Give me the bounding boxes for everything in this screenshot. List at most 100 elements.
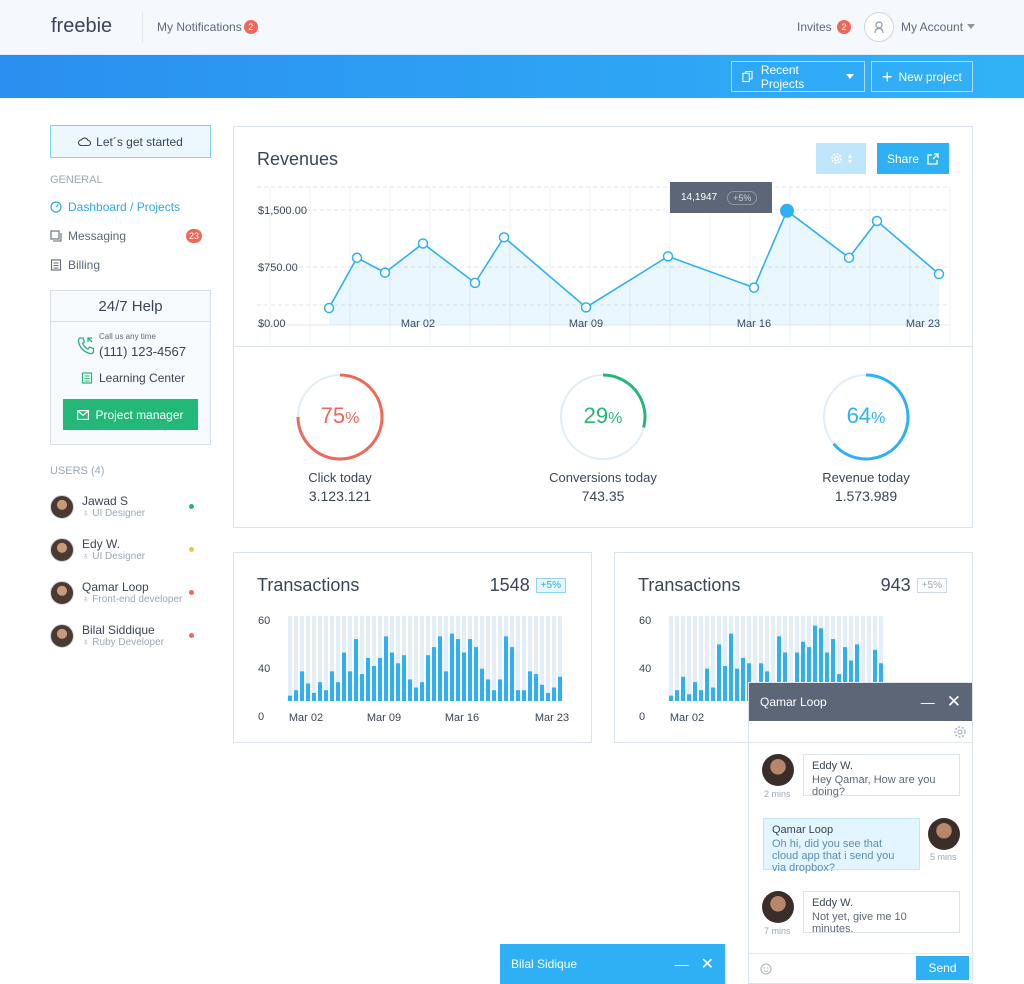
bar <box>687 694 691 701</box>
message-time: 7 mins <box>764 926 791 936</box>
message-text: Not yet, give me 10 minutes. <box>812 911 907 935</box>
bar-background <box>294 616 298 701</box>
call-us-label: Call us any time <box>99 332 156 341</box>
revenue-gauge-value: 64% <box>816 403 916 429</box>
total-value: 943 <box>880 575 911 595</box>
send-button[interactable]: Send <box>916 956 969 980</box>
bar <box>426 655 430 701</box>
sidebar-item-label: Billing <box>68 257 101 272</box>
recent-projects-button[interactable]: Recent Projects <box>731 61 865 92</box>
bar <box>306 683 310 701</box>
project-manager-button[interactable]: Project manager <box>63 399 198 430</box>
bar <box>390 652 394 701</box>
smiley-icon[interactable] <box>760 963 772 975</box>
user-item[interactable]: Jawad S ♁ UI Designer <box>50 485 211 528</box>
account-avatar[interactable] <box>864 12 894 42</box>
user-item[interactable]: Qamar Loop ♁ Front-end developer <box>50 571 211 614</box>
minimize-icon[interactable]: — <box>674 956 689 972</box>
y-tick-label: 40 <box>258 663 270 675</box>
bar <box>468 639 472 701</box>
user-name: Bilal Siddique <box>82 623 155 637</box>
gauges <box>296 373 910 461</box>
general-section-label: GENERAL <box>50 174 103 186</box>
bar <box>486 679 490 701</box>
settings-dropdown[interactable]: ▴ ▾ <box>816 143 866 174</box>
status-busy-dot <box>189 590 194 595</box>
bar-background <box>789 616 793 701</box>
call-us[interactable]: Call us any time (111) 123-4567 <box>51 322 210 366</box>
y-tick-label: 60 <box>639 615 651 627</box>
user-role: Ruby Developer <box>92 637 164 648</box>
minimized-chat[interactable]: Bilal Sidique — ✕ <box>500 944 725 984</box>
learning-center-link[interactable]: Learning Center <box>51 366 210 390</box>
bar-background <box>753 616 757 701</box>
message-author: Qamar Loop <box>772 824 834 836</box>
share-button[interactable]: Share <box>877 143 949 174</box>
bar <box>402 655 406 701</box>
message-input[interactable] <box>779 957 909 979</box>
gear-icon[interactable] <box>953 725 967 739</box>
new-project-button[interactable]: + New project <box>871 61 973 92</box>
bar <box>384 636 388 701</box>
bar <box>831 639 835 701</box>
bar <box>546 692 550 701</box>
sidebar-item-dashboard[interactable]: Dashboard / Projects <box>50 192 211 221</box>
avatar <box>50 623 74 648</box>
bar <box>480 668 484 701</box>
data-point <box>323 302 335 314</box>
bar <box>681 676 685 701</box>
user-item[interactable]: Bilal Siddique ♁ Ruby Developer <box>50 614 211 657</box>
avatar <box>50 537 74 562</box>
message-text: Oh hi, did you see that cloud app that i… <box>772 838 895 874</box>
dashboard-icon <box>50 200 62 213</box>
x-tick-label: Mar 02 <box>670 712 704 724</box>
change-badge: +5% <box>916 578 947 593</box>
bar-background <box>681 616 685 701</box>
sidebar-item-messaging[interactable]: Messaging 23 <box>50 221 211 250</box>
bar-background <box>330 616 334 701</box>
bar <box>396 663 400 701</box>
gauge-unit: % <box>871 410 886 427</box>
bar-background <box>498 616 502 701</box>
cloud-icon <box>78 137 92 146</box>
logo[interactable]: freebie <box>51 15 113 37</box>
notifications-link[interactable]: My Notifications 2 <box>157 20 258 34</box>
minimize-icon[interactable]: — <box>920 694 935 710</box>
message-time: 2 mins <box>764 789 791 799</box>
chat-message: Eddy W. Not yet, give me 10 minutes. <box>803 891 960 935</box>
gauge-unit: % <box>608 410 623 427</box>
chevron-down-icon <box>846 74 854 79</box>
bar-background <box>693 616 697 701</box>
revenues-card: Revenues ▴▾ Share $1,500.00 $750.00 $0.00 M… <box>233 126 973 528</box>
bar <box>717 644 721 701</box>
bar-background <box>723 616 727 701</box>
notifications-label: My Notifications <box>157 20 242 34</box>
bar <box>729 633 733 701</box>
chart-tooltip: 14,1947 +5% <box>670 182 772 213</box>
bar-background <box>552 616 556 701</box>
user-icon: ♁ <box>82 637 93 648</box>
bar <box>414 687 418 701</box>
bar-background <box>849 616 853 701</box>
bar <box>474 647 478 701</box>
gauge-arc <box>296 373 384 461</box>
my-account-menu[interactable]: My Account <box>901 20 976 34</box>
get-started-button[interactable]: Let´s get started <box>50 125 211 158</box>
top-bar: freebie My Notifications 2 Invites 2 My A… <box>0 0 1024 55</box>
bar <box>420 682 424 701</box>
close-icon[interactable]: ✕ <box>700 956 714 973</box>
bar <box>312 692 316 701</box>
bar <box>462 652 466 701</box>
bar <box>288 695 292 701</box>
chat-message: Eddy W. Hey Qamar, How are you doing? <box>803 754 960 798</box>
gauge-label: Revenue today <box>822 470 910 485</box>
bar-background <box>735 616 739 701</box>
sidebar-item-billing[interactable]: Billing <box>50 250 211 279</box>
share-icon <box>927 152 939 165</box>
revenue-line-chart: $1,500.00 $750.00 $0.00 Mar 02 Mar 09 Mar 16 M… <box>257 186 951 345</box>
bar <box>378 657 382 701</box>
user-item[interactable]: Edy W. ♁ UI Designer <box>50 528 211 571</box>
gauge-number: 29 <box>583 403 609 428</box>
invites-link[interactable]: Invites 2 <box>797 20 852 34</box>
close-icon[interactable]: ✕ <box>946 692 961 711</box>
